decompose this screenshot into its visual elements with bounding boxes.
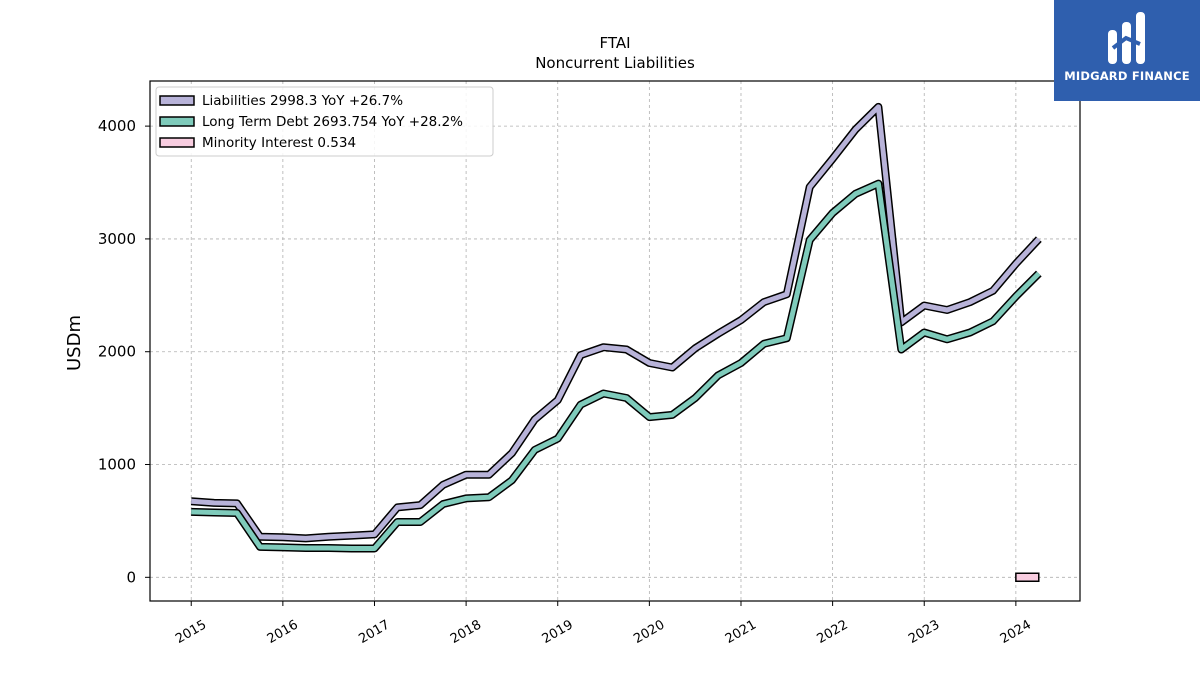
chart-title: FTAI — [599, 34, 630, 52]
x-tick-label: 2022 — [814, 617, 850, 647]
series-layer — [190, 102, 1042, 583]
x-tick-label: 2024 — [998, 617, 1034, 647]
x-tick-label: 2023 — [906, 617, 942, 647]
legend: Liabilities 2998.3 YoY +26.7% Long Term D… — [155, 86, 494, 157]
series-minority-interest-mark — [1015, 572, 1040, 583]
logo-text: MIDGARD FINANCE — [1064, 69, 1190, 83]
y-tick-label: 3000 — [98, 230, 136, 248]
y-tick-label: 2000 — [98, 343, 136, 361]
x-tick-label: 2017 — [356, 617, 392, 647]
y-tick-label: 1000 — [98, 456, 136, 474]
legend-label: Minority Interest 0.534 — [202, 135, 356, 151]
legend-swatch — [159, 95, 195, 106]
legend-swatch — [159, 137, 195, 148]
y-axis-label: USDm — [64, 315, 85, 371]
legend-label: Liabilities 2998.3 YoY +26.7% — [202, 93, 403, 109]
chart-subtitle: Noncurrent Liabilities — [535, 54, 695, 72]
legend-box — [155, 86, 494, 157]
legend-label: Long Term Debt 2693.754 YoY +28.2% — [202, 114, 463, 130]
brand-logo: MIDGARD FINANCE — [1054, 0, 1200, 101]
x-tick-label: 2015 — [173, 617, 209, 647]
series-long-term-debt-outline — [191, 179, 1042, 553]
x-tick-label: 2020 — [631, 617, 667, 647]
series-liabilities-line — [191, 104, 1041, 541]
grid — [150, 81, 1080, 601]
series-liabilities-outline — [190, 102, 1042, 543]
logo-mark-icon — [1108, 12, 1145, 64]
x-tick-label: 2021 — [723, 617, 759, 647]
plot-frame — [149, 80, 1081, 602]
x-tick-label: 2016 — [265, 617, 301, 647]
y-tick-label: 4000 — [98, 117, 136, 135]
x-tick-label: 2018 — [448, 617, 484, 647]
y-tick-label: 0 — [126, 568, 136, 586]
legend-swatch — [159, 116, 195, 127]
x-tick-label: 2019 — [540, 617, 576, 647]
series-long-term-debt-line — [191, 181, 1041, 551]
